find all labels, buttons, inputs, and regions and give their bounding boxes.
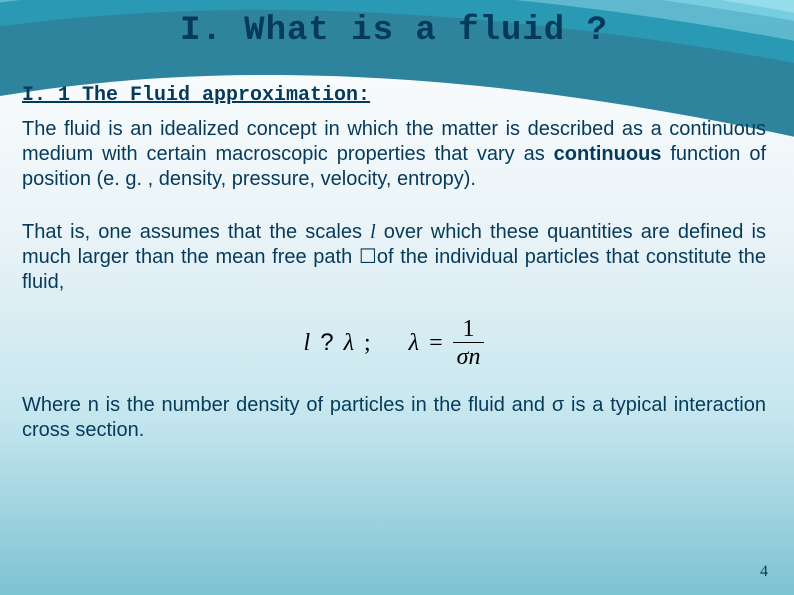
- eq-semicolon: ;: [364, 330, 371, 357]
- eq-lambda-1: λ: [344, 330, 354, 357]
- eq-numerator: 1: [459, 317, 479, 342]
- paragraph-2: That is, one assumes that the scales l o…: [22, 220, 766, 295]
- placeholder-box-icon: ☐: [359, 245, 377, 270]
- para2-pre: That is, one assumes that the scales: [22, 221, 370, 243]
- eq-fraction: 1 σn: [453, 317, 485, 369]
- eq-equals: =: [429, 330, 443, 357]
- eq-n: n: [468, 344, 480, 370]
- slide-content: I. What is a fluid ? I. 1 The Fluid appr…: [0, 0, 794, 443]
- eq-relation: ?: [320, 329, 333, 357]
- subtitle: I. 1 The Fluid approximation:: [22, 84, 766, 107]
- eq-sigma: σ: [457, 344, 469, 370]
- paragraph-3: Where n is the number density of particl…: [22, 393, 766, 443]
- para1-bold: continuous: [554, 143, 671, 165]
- equation: l ? λ ; λ = 1 σn: [22, 317, 766, 369]
- paragraph-1: The fluid is an idealized concept in whi…: [22, 117, 766, 192]
- eq-denominator: σn: [453, 342, 485, 369]
- page-number: 4: [760, 563, 768, 581]
- eq-lambda-2: λ: [409, 330, 419, 357]
- eq-l: l: [304, 330, 311, 357]
- slide-title: I. What is a fluid ?: [22, 12, 766, 50]
